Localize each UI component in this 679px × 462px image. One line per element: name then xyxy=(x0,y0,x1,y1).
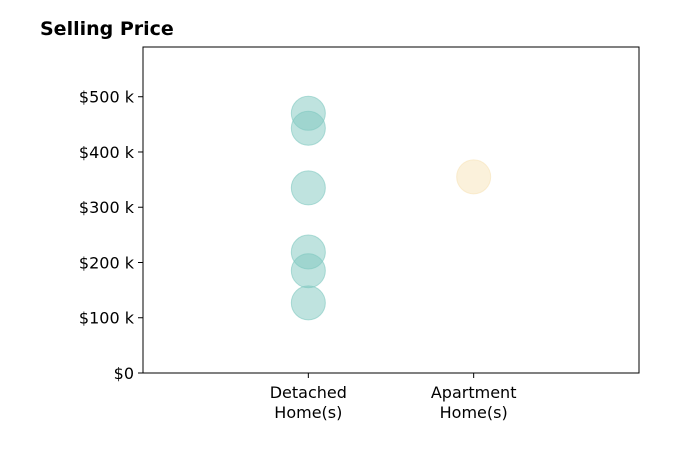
chart-title: Selling Price xyxy=(40,18,174,40)
data-point xyxy=(456,159,492,195)
x-axis: Detached Home(s) Apartment Home(s) xyxy=(270,373,517,422)
y-tick-label: $300 k xyxy=(79,198,135,217)
data-points xyxy=(290,95,492,321)
data-point xyxy=(290,110,326,146)
y-tick-label: $200 k xyxy=(79,253,135,272)
y-tick-label: $100 k xyxy=(79,309,135,328)
x-tick-label: Apartment Home(s) xyxy=(431,383,517,422)
data-point xyxy=(290,253,326,289)
y-tick-label: $400 k xyxy=(79,143,135,162)
y-axis: $0 $100 k $200 k $300 k $400 k $500 k xyxy=(79,88,143,383)
y-tick-label: $500 k xyxy=(79,88,135,107)
data-point xyxy=(290,170,326,206)
x-tick-label: Detached Home(s) xyxy=(270,383,347,422)
plot-frame xyxy=(142,46,640,374)
y-tick-label: $0 xyxy=(114,364,134,383)
data-point xyxy=(290,285,326,321)
